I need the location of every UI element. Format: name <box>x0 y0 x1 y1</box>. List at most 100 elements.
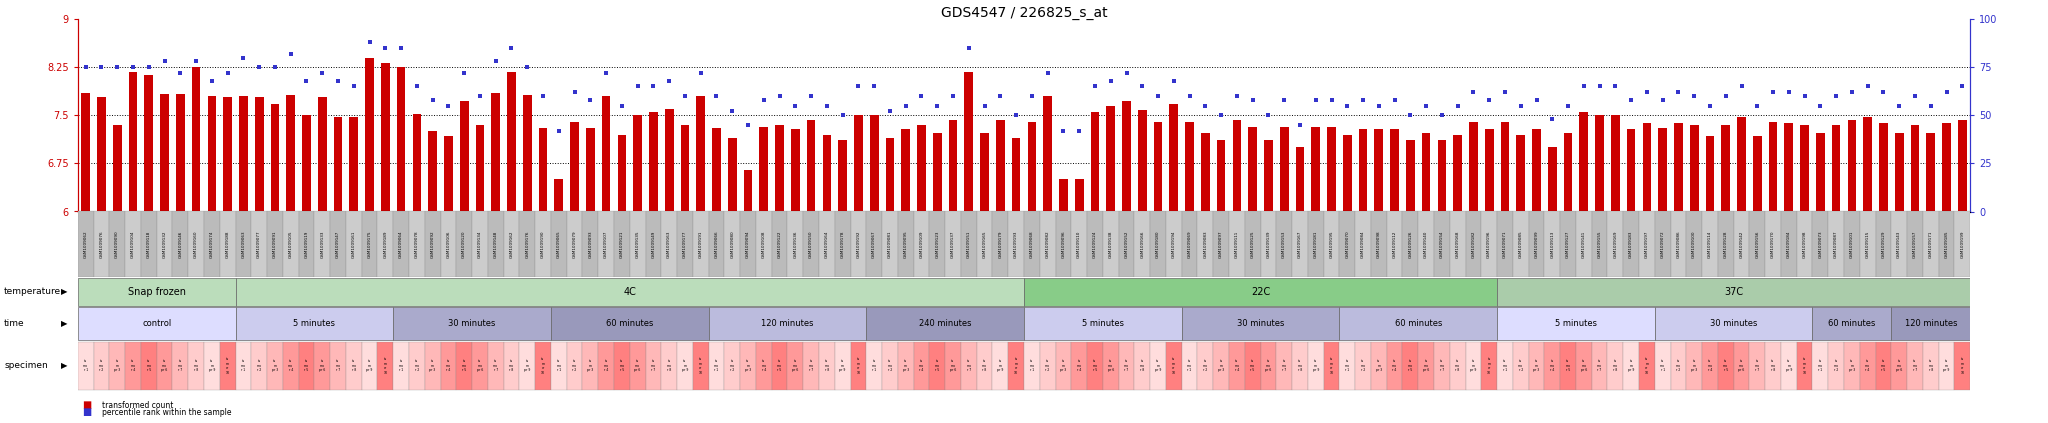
Bar <box>94 212 109 277</box>
Bar <box>1954 341 1970 390</box>
Text: GSM1009140: GSM1009140 <box>1423 231 1427 258</box>
Text: tu
mo
r 1: tu mo r 1 <box>872 359 877 373</box>
Text: tu
mo
r 2: tu mo r 2 <box>729 359 735 373</box>
Bar <box>424 341 440 390</box>
Text: tu
mo
r 4: tu mo r 4 <box>1077 359 1081 373</box>
Text: GSM1009135: GSM1009135 <box>635 231 639 258</box>
Bar <box>1264 140 1272 423</box>
Bar <box>1497 277 1970 306</box>
Point <box>1741 102 1774 109</box>
Point <box>858 83 891 90</box>
Bar <box>1892 212 1907 277</box>
Text: ■: ■ <box>82 400 92 410</box>
Point <box>1599 83 1632 90</box>
Bar <box>756 212 772 277</box>
Text: GSM1009185: GSM1009185 <box>1944 231 1948 258</box>
Bar <box>1769 122 1778 423</box>
Bar <box>317 97 326 423</box>
Bar <box>1575 341 1591 390</box>
Bar <box>1782 212 1796 277</box>
Bar <box>1497 212 1513 277</box>
Text: tu
mo
r 5: tu mo r 5 <box>1722 359 1729 373</box>
Text: GSM1009111: GSM1009111 <box>1235 231 1239 258</box>
Bar <box>1591 341 1608 390</box>
Text: tu
mo
r 8: tu mo r 8 <box>1298 359 1303 373</box>
Point <box>874 108 907 115</box>
Bar <box>696 96 705 423</box>
Bar <box>1421 133 1430 423</box>
Point <box>1331 102 1364 109</box>
Point <box>637 83 670 90</box>
Bar <box>1671 212 1686 277</box>
Text: tu
m
or
10: tu m or 10 <box>541 357 545 375</box>
Bar <box>1466 341 1481 390</box>
Bar <box>1860 212 1876 277</box>
Bar <box>692 341 709 390</box>
Point <box>922 102 954 109</box>
Bar <box>1638 212 1655 277</box>
Bar <box>1671 341 1686 390</box>
Text: 60 minutes: 60 minutes <box>606 319 653 328</box>
Text: GSM1009078: GSM1009078 <box>416 231 420 258</box>
Bar <box>739 212 756 277</box>
Bar <box>1024 277 1497 306</box>
Bar <box>1876 212 1892 277</box>
Text: tu
mo
r 4: tu mo r 4 <box>762 359 766 373</box>
Bar <box>1280 127 1288 423</box>
Bar <box>1466 212 1481 277</box>
Text: GSM1009165: GSM1009165 <box>983 231 987 258</box>
Point <box>1268 96 1300 103</box>
Bar <box>1843 212 1860 277</box>
Point <box>1946 83 1978 90</box>
Text: tu
mo
r 2: tu mo r 2 <box>571 359 578 373</box>
Bar <box>362 341 377 390</box>
Point <box>969 102 1001 109</box>
Bar <box>1765 212 1782 277</box>
Bar <box>1655 341 1671 390</box>
Bar <box>1102 341 1118 390</box>
Bar <box>1579 112 1587 423</box>
Text: tu
m
pr 9: tu m pr 9 <box>1470 359 1477 373</box>
Bar <box>1186 122 1194 423</box>
Bar <box>1927 133 1935 423</box>
Text: GSM1009149: GSM1009149 <box>651 231 655 258</box>
Text: GSM1009070: GSM1009070 <box>1346 231 1350 258</box>
Text: GSM1009195: GSM1009195 <box>1329 231 1333 258</box>
Text: control: control <box>141 319 172 328</box>
Text: GSM1009085: GSM1009085 <box>1520 231 1524 258</box>
Bar <box>440 341 457 390</box>
Text: GSM1009196: GSM1009196 <box>1487 231 1491 258</box>
Text: tu
mo
pr 6: tu mo pr 6 <box>1108 359 1114 373</box>
Point <box>936 93 969 99</box>
Point <box>86 64 119 71</box>
Point <box>1882 102 1915 109</box>
Point <box>416 96 449 103</box>
Text: tu
mo
pr 6: tu mo pr 6 <box>950 359 956 373</box>
Text: GSM1009109: GSM1009109 <box>920 231 924 258</box>
Text: GSM1009161: GSM1009161 <box>352 231 356 258</box>
Text: tu
m
pr 3: tu m pr 3 <box>115 359 121 373</box>
Point <box>606 102 639 109</box>
Bar <box>1907 212 1923 277</box>
Text: GSM1009194: GSM1009194 <box>1171 231 1176 258</box>
Bar <box>252 341 266 390</box>
Point <box>1047 127 1079 134</box>
Bar <box>1102 212 1118 277</box>
Bar <box>614 341 629 390</box>
Point <box>1221 93 1253 99</box>
Text: GSM1009176: GSM1009176 <box>524 231 528 258</box>
Bar <box>614 212 629 277</box>
Bar <box>582 212 598 277</box>
Point <box>1094 77 1126 84</box>
Text: 5 minutes: 5 minutes <box>1554 319 1597 328</box>
Bar <box>1040 341 1055 390</box>
Bar <box>82 93 90 423</box>
Bar <box>1892 341 1907 390</box>
Text: GSM1009095: GSM1009095 <box>903 231 907 258</box>
Bar <box>1655 308 1812 340</box>
Point <box>1663 89 1696 96</box>
Bar <box>930 341 944 390</box>
Point <box>479 58 512 65</box>
Bar <box>631 212 645 277</box>
Bar <box>866 341 883 390</box>
